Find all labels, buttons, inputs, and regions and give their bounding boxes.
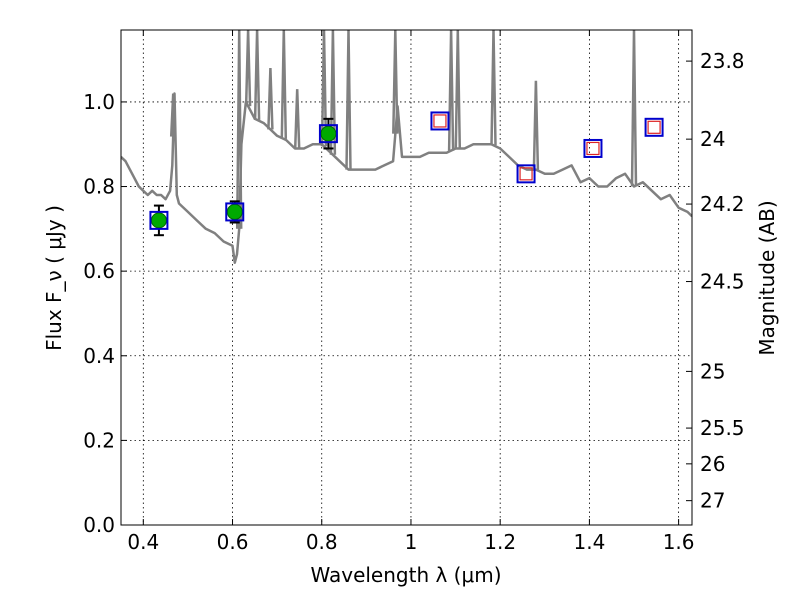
y-tick-label: 0.6 [83,259,115,283]
emission-line-spike [253,30,261,120]
predicted-flux-square [647,120,661,134]
predicted-flux-square [586,141,600,156]
y-tick-label: 0.2 [83,428,115,452]
plot-frame [120,29,693,526]
model-flux-square [516,164,536,184]
emission-line-spike [244,30,252,107]
y2-tick-label: 25.5 [700,416,745,440]
y2-tick-label: 27 [700,489,725,513]
y2-tick-label: 24.2 [700,192,745,216]
emission-line-spike [329,30,337,155]
x-tick-label: 1.4 [573,530,605,554]
emission-line-spike [447,30,455,151]
predicted-flux-square [433,114,447,128]
y-axis-label: Flux F_ν ( μJy ) [42,205,66,351]
emission-line-spike [454,30,462,149]
y2-tick-label: 24 [700,127,725,151]
x-axis-label: Wavelength λ (μm) [310,563,501,587]
model-flux-square [430,111,450,131]
observed-flux-point [150,212,167,229]
observed-flux-point [320,125,337,142]
model-flux-square [318,124,338,144]
y2-axis-label: Magnitude (AB) [755,200,779,355]
x-tick-label: 1 [405,530,418,554]
emission-line-spike [532,80,540,170]
emission-line-spike [630,30,638,187]
y2-tick-label: 25 [700,359,725,383]
y-tick-label: 0.0 [83,513,115,537]
predicted-flux-square [519,167,533,181]
y2-tick-label: 24.5 [700,270,745,294]
y2-tick-label: 23.8 [700,49,745,73]
model-flux-square [225,202,245,222]
grid-lines [121,30,692,526]
y-tick-label: 1.0 [83,90,115,114]
axis-ticks: 0.4 0.6 0.8 1 1.2 1.4 1.6 0.0 0.2 0.4 0.6 0.8 1.0 23.… [83,30,745,554]
x-tick-label: 0.4 [127,530,159,554]
emission-line-spike [490,30,497,146]
x-tick-label: 0.8 [306,530,338,554]
model-flux-square [149,210,169,230]
x-tick-label: 1.2 [484,530,516,554]
model-flux-square [583,138,603,158]
plot-area [121,30,692,264]
y-tick-label: 0.8 [83,175,115,199]
x-tick-label: 1.6 [663,530,695,554]
template-spectrum-line [121,92,692,264]
emission-line-spike [267,68,274,130]
y2-tick-label: 26 [700,452,725,476]
x-tick-label: 0.6 [217,530,249,554]
y-tick-label: 0.4 [83,344,115,368]
emission-line-spike [293,89,301,149]
emission-line-spike [392,30,399,134]
model-flux-square [644,117,664,137]
emission-line-spike [280,30,288,139]
emission-line-spike [345,30,352,170]
emission-line-spike [320,30,328,147]
emission-line-spike [169,93,177,137]
observed-flux-point [226,203,243,220]
emission-line-spike [235,30,243,229]
